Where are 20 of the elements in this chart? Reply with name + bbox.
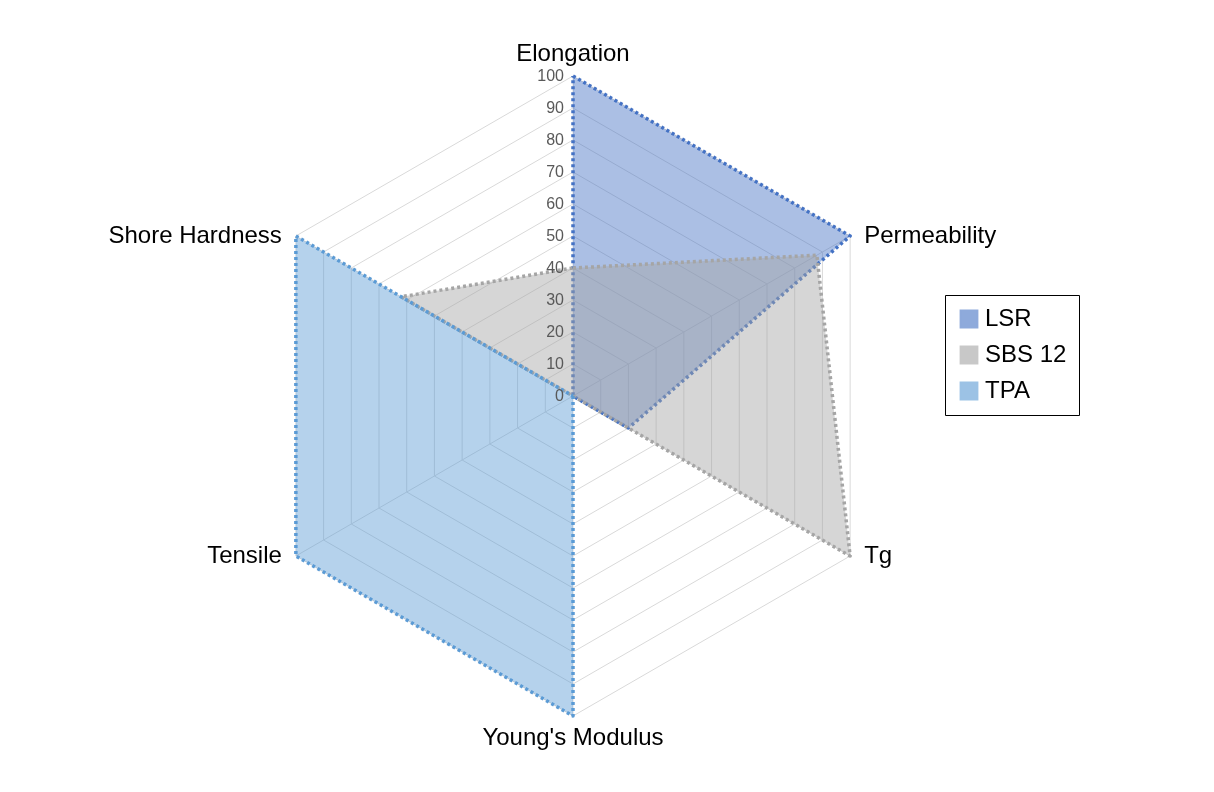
y-tick-label: 70: [546, 163, 565, 180]
y-tick-label: 90: [546, 99, 565, 116]
y-tick-label: 60: [546, 195, 565, 212]
y-tick-label: 0: [555, 387, 565, 404]
y-tick-label: 80: [546, 131, 565, 148]
y-tick-label: 30: [546, 291, 565, 308]
spoke-label: Young's Modulus: [482, 723, 664, 750]
spoke-label: Shore Hardness: [108, 221, 282, 248]
y-tick-label: 10: [546, 355, 565, 372]
y-tick-label: 50: [546, 227, 565, 244]
spoke-label: Elongation: [516, 39, 630, 66]
legend-label: LSR: [985, 304, 1032, 331]
y-tick-label: 40: [546, 259, 565, 276]
legend-label: SBS 12: [985, 340, 1067, 367]
y-tick-label: 100: [537, 67, 565, 84]
legend-label: TPA: [985, 376, 1030, 403]
spoke-label: Permeability: [864, 221, 997, 248]
spoke-label: Tg: [864, 541, 893, 568]
spoke-label: Tensile: [207, 541, 282, 568]
y-tick-label: 20: [546, 323, 565, 340]
